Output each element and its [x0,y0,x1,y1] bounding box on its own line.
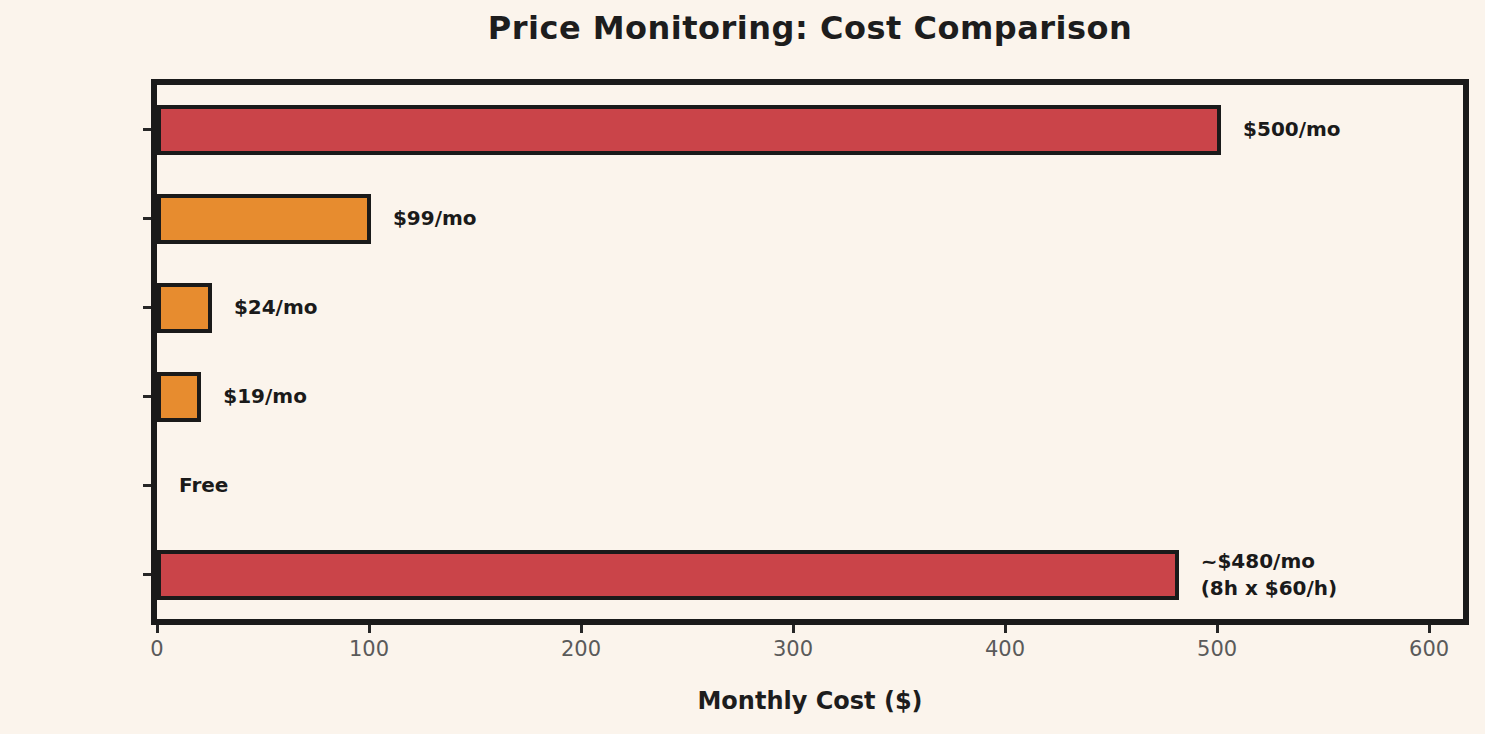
chart-figure: Price Monitoring: Cost Comparison $500/m… [0,0,1485,734]
y-tick-mark [143,128,151,131]
x-tick-label: 100 [329,637,409,661]
bar-value-label: $99/mo [393,174,477,263]
x-tick-label: 500 [1177,637,1257,661]
y-tick-mark [143,484,151,487]
x-tick-mark [1216,625,1219,633]
x-tick-mark [1004,625,1007,633]
bar-row: $99/mo [157,174,1463,263]
bar-row: $24/mo [157,263,1463,352]
x-tick-mark [580,625,583,633]
y-tick-mark [143,306,151,309]
x-tick-label: 300 [753,637,833,661]
bar-value-label: $19/mo [223,352,307,441]
y-tick-mark [143,217,151,220]
chart-title: Price Monitoring: Cost Comparison [151,9,1469,47]
x-tick-mark [1428,625,1431,633]
bar [157,372,201,422]
bar-row: ~$480/mo (8h x $60/h) [157,530,1463,619]
bar-row: $19/mo [157,352,1463,441]
y-tick-mark [143,395,151,398]
x-axis-title: Monthly Cost ($) [151,687,1469,715]
bar [157,194,371,244]
x-tick-label: 0 [117,637,197,661]
bar [157,283,212,333]
bar-row: Free [157,441,1463,530]
bar [157,105,1221,155]
x-tick-label: 400 [965,637,1045,661]
x-tick-label: 200 [541,637,621,661]
bar-value-label: Free [179,441,228,530]
bar [157,550,1179,600]
bar-value-label: $500/mo [1243,85,1341,174]
bar-value-label: ~$480/mo (8h x $60/h) [1201,530,1338,619]
bar-row: $500/mo [157,85,1463,174]
bar-value-label: $24/mo [234,263,318,352]
x-tick-mark [792,625,795,633]
plot-area: $500/mo $99/mo $24/mo$19/moFree ~$480/mo (8… [151,79,1469,625]
y-tick-mark [143,573,151,576]
x-tick-mark [156,625,159,633]
x-tick-mark [368,625,371,633]
x-tick-label: 600 [1389,637,1469,661]
